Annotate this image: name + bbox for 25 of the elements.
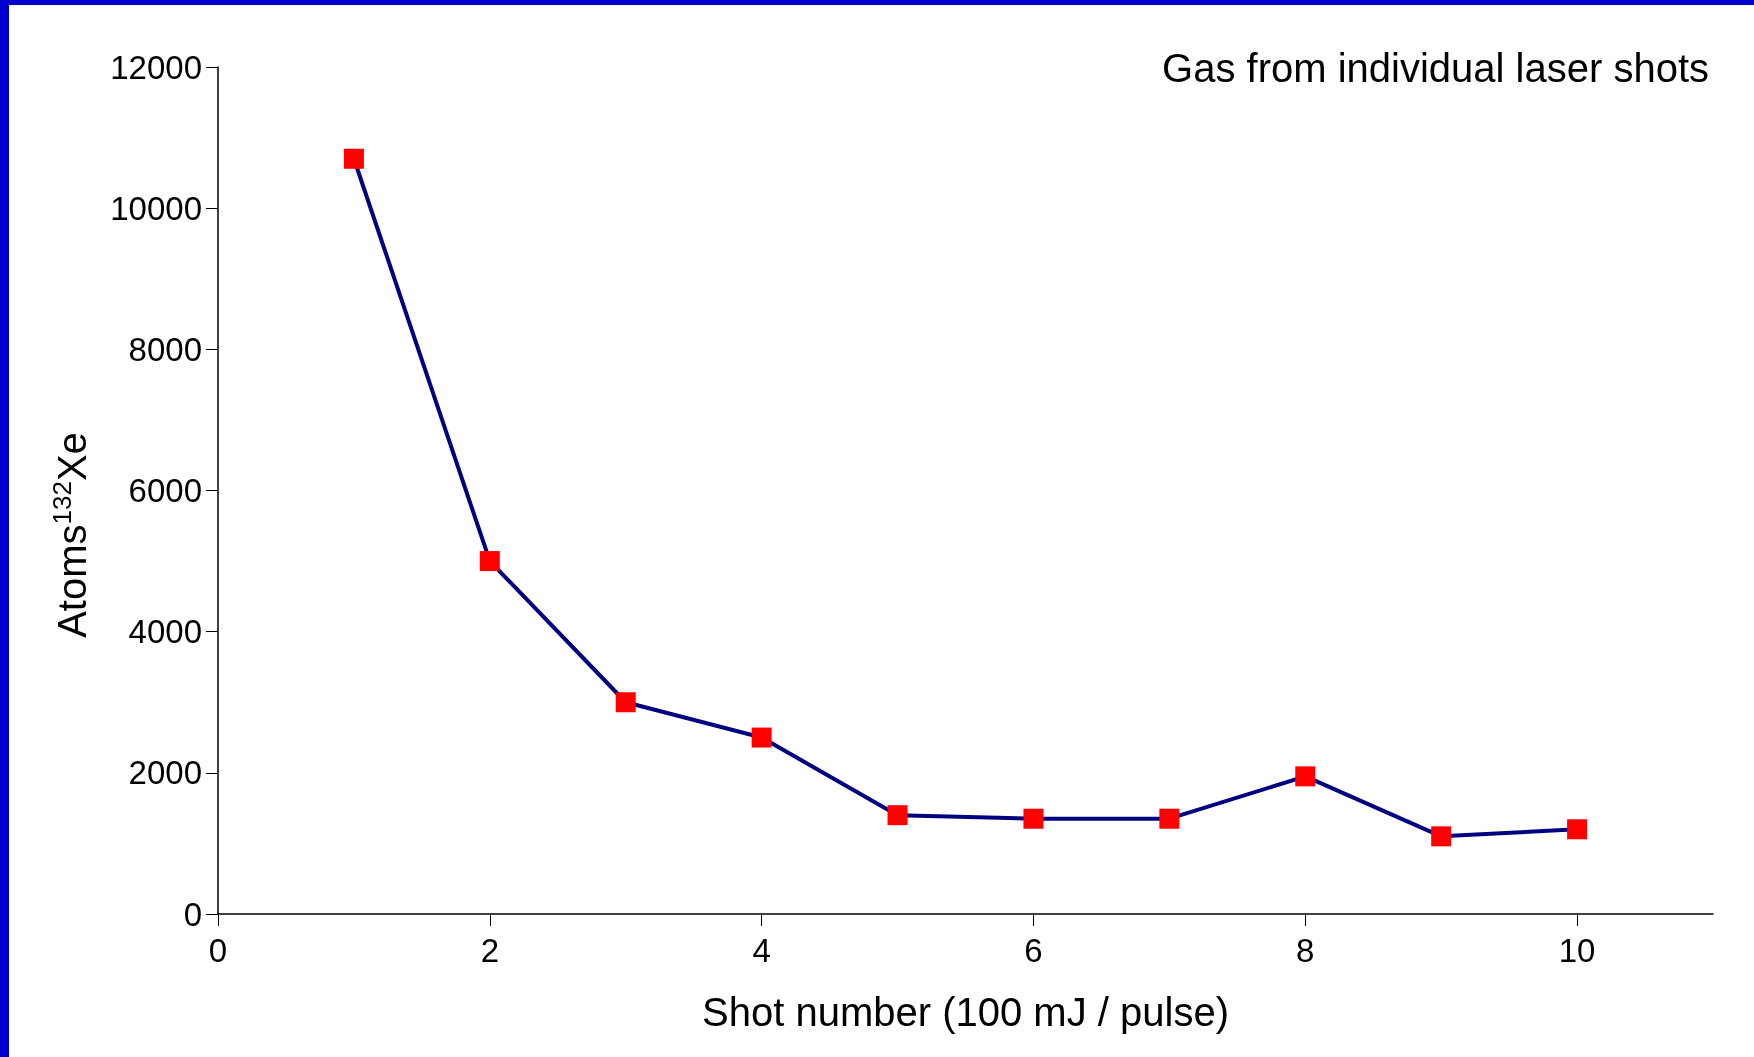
point	[751, 727, 772, 748]
y-tick-label: 4000	[128, 613, 202, 651]
point	[1295, 766, 1316, 787]
point	[1023, 808, 1044, 829]
x-tick-label: 0	[208, 932, 228, 969]
point	[479, 551, 500, 572]
x-tick-label: 4	[752, 932, 771, 969]
x-tick-label: 2	[480, 932, 499, 969]
y-tick-label: 8000	[128, 330, 202, 368]
point	[1159, 808, 1180, 829]
x-axis-title: Shot number (100 mJ / pulse)	[702, 990, 1229, 1034]
x-tick-label: 10	[1558, 932, 1596, 969]
chart-title: Gas from individual laser shots	[1162, 46, 1710, 90]
y-tick-label: 12000	[110, 48, 202, 86]
point	[615, 692, 636, 713]
x-tick-label: 6	[1024, 932, 1043, 969]
y-tick-label: 2000	[128, 754, 202, 792]
point	[887, 805, 908, 826]
y-tick-label: 10000	[110, 189, 202, 227]
y-tick-label: 6000	[128, 472, 202, 509]
point	[343, 148, 364, 169]
y-tick-label: 0	[183, 895, 202, 933]
point	[1431, 826, 1452, 847]
x-tick-label: 8	[1296, 932, 1315, 969]
point	[1567, 819, 1588, 840]
